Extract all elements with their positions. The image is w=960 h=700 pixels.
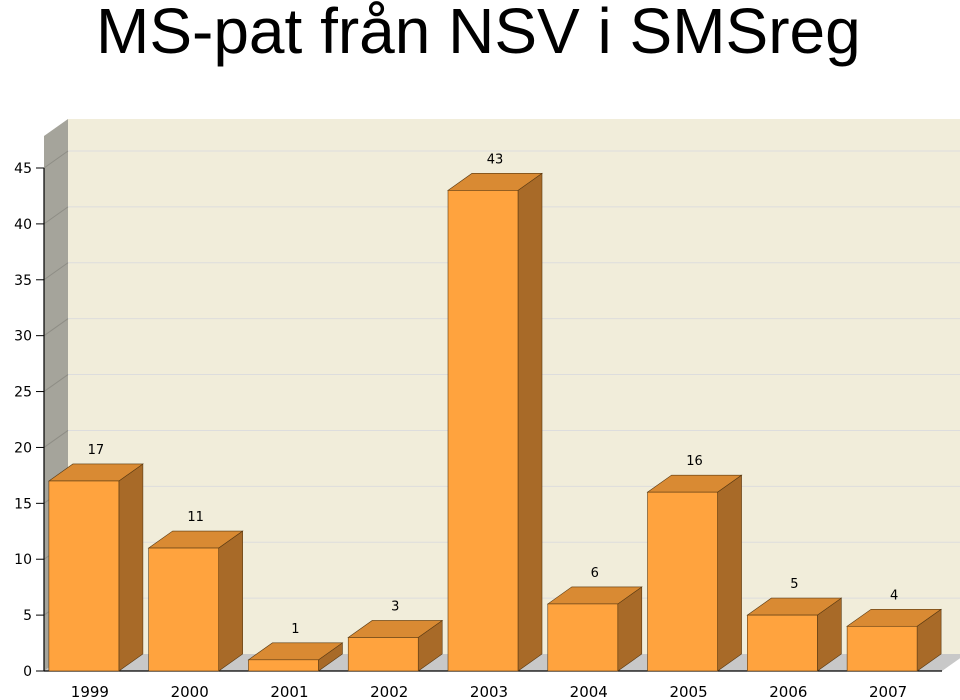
data-label: 1: [291, 622, 299, 637]
bar: [147, 530, 244, 672]
bar: [646, 474, 743, 672]
chart-title: MS-pat från NSV i SMSreg: [96, 0, 861, 67]
bar-front: [846, 625, 918, 672]
y-tick-label: 0: [23, 664, 32, 680]
bar: [347, 619, 444, 672]
bar-front: [447, 190, 519, 672]
y-tick-label: 35: [14, 273, 32, 289]
bar-front: [347, 637, 419, 672]
y-tick-label: 10: [14, 552, 32, 568]
y-tick-label: 20: [14, 440, 32, 456]
bar-front: [148, 547, 219, 672]
bar-side: [218, 530, 243, 672]
bar: [846, 608, 943, 672]
y-tick-label: 30: [14, 329, 32, 345]
x-tick-label: 2002: [370, 683, 408, 700]
bar: [447, 172, 543, 672]
wall-gridline: [43, 150, 69, 169]
x-tick-label: 2000: [171, 683, 209, 700]
data-label: 43: [487, 152, 504, 167]
bar-front: [547, 603, 619, 672]
data-label: 16: [686, 454, 703, 469]
wall-gridline: [43, 318, 69, 337]
data-label: 17: [88, 443, 105, 458]
y-tick-label: 25: [14, 385, 32, 401]
x-tick-label: 2001: [270, 683, 308, 700]
bar-front: [48, 480, 120, 672]
x-tick-label: 2004: [570, 683, 608, 700]
y-tick-label: 40: [14, 217, 32, 233]
y-tick-label: 5: [23, 608, 32, 624]
bar: [47, 463, 144, 672]
y-tick-label: 15: [14, 496, 32, 512]
x-tick-label: 1999: [71, 683, 109, 700]
data-label: 11: [187, 510, 204, 525]
data-label: 6: [591, 566, 599, 581]
bar: [546, 586, 643, 672]
x-tick-label: 2007: [869, 683, 907, 700]
bar-front: [248, 659, 319, 672]
bar: [247, 642, 344, 672]
bar: [746, 597, 843, 672]
bar-front: [647, 491, 718, 672]
x-tick-label: 2005: [669, 683, 707, 700]
wall-gridline: [43, 206, 69, 225]
bar-front: [747, 614, 818, 672]
x-tick-label: 2006: [769, 683, 807, 700]
bar-side: [717, 474, 742, 672]
x-tick-label: 2003: [470, 683, 508, 700]
bar-side: [517, 172, 543, 672]
data-label: 4: [890, 588, 898, 603]
wall-gridline: [43, 374, 69, 392]
wall-gridline: [43, 430, 69, 448]
y-tick-label: 45: [14, 161, 32, 177]
data-label: 5: [790, 577, 798, 592]
bar-side: [118, 463, 144, 672]
wall-gridline: [43, 262, 69, 281]
data-label: 3: [391, 599, 399, 614]
